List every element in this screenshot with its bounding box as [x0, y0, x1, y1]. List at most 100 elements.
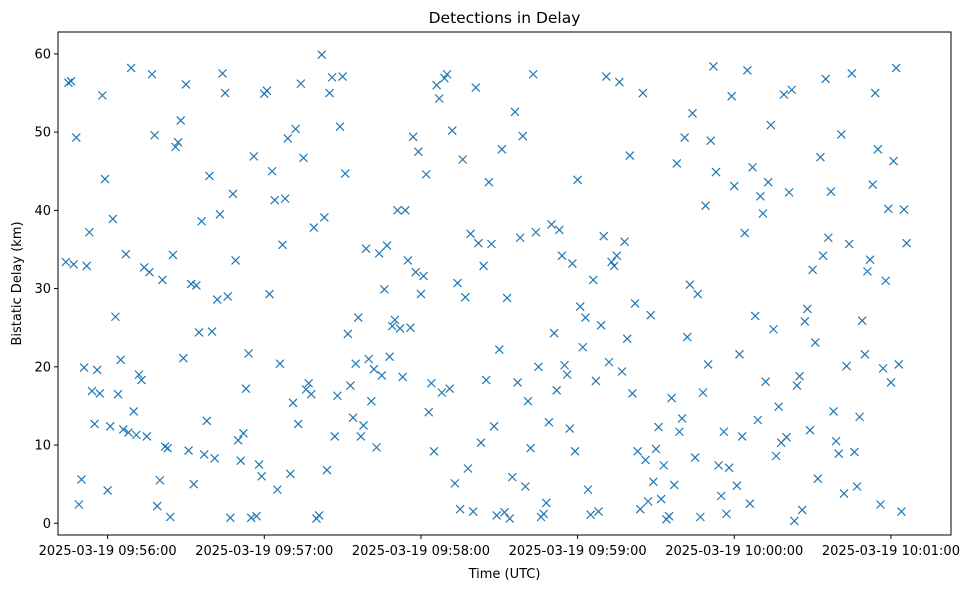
data-point-marker	[881, 276, 891, 286]
data-point-marker	[361, 244, 371, 254]
data-point-marker	[599, 231, 609, 241]
data-point-marker	[74, 500, 84, 509]
data-point-marker	[860, 349, 870, 359]
x-tick-label: 2025-03-19 09:58:00	[352, 544, 490, 559]
data-point-marker	[267, 166, 277, 176]
data-point-marker	[113, 389, 123, 399]
data-point-marker	[656, 494, 666, 504]
y-tick-label: 60	[34, 47, 51, 62]
data-point-marker	[158, 275, 167, 285]
data-point-marker	[784, 187, 794, 197]
data-point-marker	[306, 389, 316, 399]
data-point-marker	[332, 391, 342, 401]
data-point-marker	[455, 504, 465, 514]
data-point-marker	[398, 372, 408, 382]
data-point-marker	[262, 86, 272, 96]
data-point-marker	[560, 360, 569, 370]
data-point-marker	[737, 432, 747, 441]
data-point-marker	[565, 424, 575, 434]
data-point-marker	[90, 419, 99, 429]
data-point-marker	[343, 329, 353, 339]
data-point-marker	[510, 107, 520, 117]
data-point-marker	[554, 225, 564, 235]
data-point-marker	[440, 73, 449, 83]
data-point-marker	[612, 251, 622, 261]
data-point-marker	[515, 233, 525, 243]
data-point-marker	[359, 421, 368, 430]
x-tick-label: 2025-03-19 09:57:00	[195, 544, 333, 559]
y-tick-label: 20	[34, 360, 51, 375]
data-point-marker	[651, 444, 661, 454]
data-point-marker	[570, 446, 580, 456]
data-markers	[61, 50, 912, 526]
data-point-marker	[601, 72, 611, 82]
data-point-marker	[379, 284, 389, 294]
data-point-marker	[61, 257, 71, 267]
data-point-marker	[500, 507, 509, 517]
data-point-marker	[421, 169, 431, 179]
data-point-marker	[489, 421, 499, 431]
data-point-marker	[604, 357, 614, 367]
data-point-marker	[719, 427, 729, 437]
data-point-marker	[220, 88, 230, 98]
data-point-marker	[497, 144, 507, 154]
x-axis-title: Time (UTC)	[468, 567, 541, 582]
data-point-marker	[680, 133, 690, 143]
data-point-marker	[429, 446, 439, 456]
data-point-marker	[716, 491, 726, 501]
data-point-marker	[836, 130, 846, 139]
data-point-marker	[695, 512, 705, 522]
data-point-marker	[348, 413, 358, 423]
x-axis-ticks: 2025-03-19 09:56:00 2025-03-19 09:57:00 20…	[39, 535, 960, 559]
data-point-marker	[902, 238, 912, 248]
data-point-marker	[382, 241, 392, 250]
data-point-marker	[466, 229, 475, 239]
data-point-marker	[727, 91, 737, 101]
data-point-marker	[648, 477, 658, 487]
data-point-marker	[805, 425, 815, 435]
data-point-marker	[643, 496, 653, 506]
data-point-marker	[708, 61, 718, 71]
data-point-marker	[701, 201, 710, 211]
data-point-marker	[126, 63, 136, 73]
data-point-marker	[876, 500, 885, 509]
data-point-marker	[779, 90, 789, 100]
data-point-marker	[280, 194, 290, 204]
data-point-marker	[413, 147, 423, 157]
chart-title: Detections in Delay	[429, 9, 581, 27]
data-point-marker	[591, 376, 601, 386]
y-axis-ticks: 0 10 20 30 40 50 60	[34, 47, 58, 532]
data-point-marker	[750, 311, 760, 321]
data-point-marker	[813, 474, 823, 484]
data-point-marker	[105, 421, 115, 431]
data-point-marker	[839, 489, 849, 498]
data-point-marker	[218, 69, 227, 78]
data-point-marker	[395, 324, 405, 333]
data-point-marker	[432, 80, 442, 90]
data-point-marker	[481, 375, 491, 385]
data-point-marker	[857, 316, 867, 326]
data-point-marker	[614, 77, 624, 87]
data-point-marker	[745, 499, 755, 509]
y-tick-label: 0	[43, 517, 51, 532]
data-point-marker	[816, 152, 825, 162]
data-point-marker	[740, 228, 750, 238]
data-point-marker	[711, 167, 721, 177]
data-point-marker	[886, 378, 896, 387]
data-point-marker	[635, 504, 645, 514]
data-point-marker	[100, 174, 110, 184]
data-point-marker	[463, 464, 473, 473]
data-point-marker	[502, 293, 512, 303]
x-tick-label: 2025-03-19 09:59:00	[509, 544, 647, 559]
data-point-marker	[834, 449, 844, 459]
data-point-marker	[625, 151, 635, 161]
data-point-marker	[223, 291, 233, 301]
data-point-marker	[64, 78, 73, 88]
data-point-marker	[847, 69, 857, 78]
data-point-marker	[150, 130, 160, 140]
data-point-marker	[111, 312, 120, 322]
data-point-marker	[855, 412, 865, 422]
data-point-marker	[468, 507, 478, 516]
data-point-marker	[408, 132, 418, 142]
data-point-marker	[675, 427, 684, 437]
